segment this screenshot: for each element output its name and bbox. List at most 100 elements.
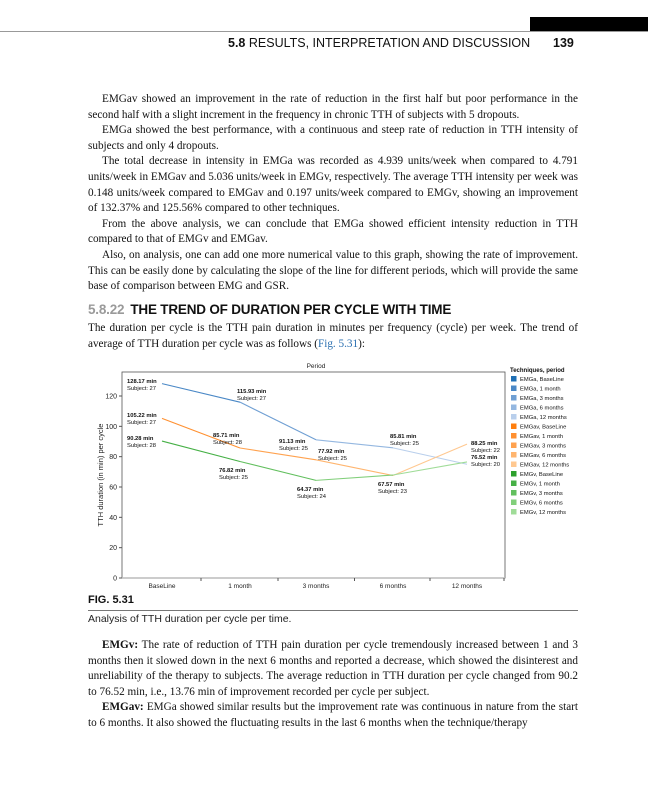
data-label-value: 85.71 min (213, 433, 240, 439)
intro-body: The duration per cycle is the TTH pain d… (88, 322, 578, 350)
legend-swatch (511, 395, 517, 401)
y-tick-label: 100 (105, 424, 117, 431)
legend-swatch (511, 414, 517, 420)
data-label-subjects: Subject: 28 (213, 440, 242, 446)
legend-swatch (511, 433, 517, 439)
y-tick-label: 20 (109, 545, 117, 552)
section-number: 5.8 (228, 36, 246, 50)
y-tick-label: 80 (109, 454, 117, 461)
legend-title: Techniques, period (510, 368, 565, 374)
legend-item: EMGv, 1 month (520, 482, 560, 488)
series-line-emgav (239, 447, 317, 461)
legend-swatch (511, 423, 517, 429)
paragraph: The total decrease in intensity in EMGa … (88, 155, 578, 215)
series-line-emgv (315, 474, 394, 481)
paragraph-body: EMGa showed similar results but the impr… (88, 701, 578, 729)
legend-swatch (511, 499, 517, 505)
paragraph-body: The rate of reduction of TTH pain durati… (88, 639, 578, 698)
intro-text: The duration per cycle is the TTH pain d… (88, 321, 578, 352)
data-label-value: 76.52 min (471, 455, 498, 461)
legend-swatch (511, 461, 517, 467)
data-label-subjects: Subject: 27 (127, 386, 156, 392)
data-label-subjects: Subject: 25 (219, 475, 248, 481)
legend-swatch (511, 509, 517, 515)
bottom-text: EMGv: The rate of reduction of TTH pain … (88, 638, 578, 732)
figure-label: FIG. 5.31 (88, 594, 134, 606)
top-text: EMGav showed an improvement in the rate … (88, 92, 578, 295)
legend-item: EMGav, 6 months (520, 453, 566, 459)
header-bar (530, 17, 648, 32)
series-line-emga (239, 401, 317, 441)
y-tick-label: 60 (109, 485, 117, 492)
legend-item: EMGa, 6 months (520, 406, 564, 412)
legend-swatch (511, 404, 517, 410)
legend-swatch (511, 385, 517, 391)
legend-item: EMGv, 6 months (520, 501, 563, 507)
series-line-emgv (161, 440, 241, 463)
legend-item: EMGv, 12 months (520, 510, 566, 516)
legend-item: EMGa, 1 month (520, 387, 561, 393)
series-line-emga (161, 383, 241, 403)
x-tick-label: BaseLine (148, 583, 175, 590)
data-label-subjects: Subject: 20 (471, 462, 500, 468)
series-line-emga (315, 439, 394, 449)
legend-swatch (511, 442, 517, 448)
running-head: 5.8 RESULTS, INTERPRETATION AND DISCUSSI… (228, 36, 530, 50)
paragraph: EMGv: The rate of reduction of TTH pain … (88, 638, 578, 700)
heading-title: THE TREND OF DURATION PER CYCLE WITH TIM… (130, 302, 452, 317)
legend-item: EMGv, BaseLine (520, 472, 563, 478)
heading-number: 5.8.22 (88, 302, 125, 317)
section-title: RESULTS, INTERPRETATION AND DISCUSSION (248, 36, 531, 50)
legend-item: EMGav, BaseLine (520, 425, 566, 431)
paragraph: From the above analysis, we can conclude… (88, 217, 578, 246)
legend-swatch (511, 471, 517, 477)
data-label-subjects: Subject: 24 (297, 494, 327, 500)
series-line-emga (392, 447, 468, 465)
y-axis-label: TTH duration (in min) per cycle (96, 424, 105, 527)
data-label-value: 90.28 min (127, 436, 154, 442)
data-label-subjects: Subject: 25 (318, 456, 347, 462)
data-label-subjects: Subject: 23 (378, 489, 407, 495)
data-label-subjects: Subject: 28 (127, 443, 156, 449)
legend-item: EMGa, 3 months (520, 396, 564, 402)
figure-link[interactable]: Fig. 5.31 (317, 337, 359, 350)
x-tick-label: 12 months (452, 583, 483, 590)
paragraph: EMGav showed an improvement in the rate … (88, 93, 578, 121)
y-tick-label: 120 (105, 394, 117, 401)
legend-item: EMGa, 12 months (520, 415, 567, 421)
data-label-subjects: Subject: 25 (279, 446, 308, 452)
y-tick-label: 40 (109, 515, 117, 522)
data-label-subjects: Subject: 25 (390, 441, 419, 447)
lead-term: EMGv: (102, 639, 139, 651)
plot-frame (121, 371, 506, 579)
legend-item: EMGav, 3 months (520, 444, 566, 450)
series-line-emgv (239, 460, 317, 481)
legend-swatch (511, 480, 517, 486)
data-label-value: 85.81 min (390, 434, 417, 440)
data-label-value: 77.92 min (318, 449, 345, 455)
legend-swatch (511, 490, 517, 496)
caption-rule (88, 610, 578, 611)
legend-swatch (511, 376, 517, 382)
data-label-value: 64.37 min (297, 487, 324, 493)
data-label-value: 91.13 min (279, 439, 306, 445)
data-label-subjects: Subject: 22 (471, 448, 500, 454)
legend-item: EMGa, BaseLine (520, 377, 564, 383)
lead-term: EMGav: (102, 701, 144, 714)
chart-title: Period (307, 363, 326, 370)
data-label-value: 88.25 min (471, 441, 498, 447)
paragraph: The duration per cycle is the TTH pain d… (88, 321, 578, 352)
legend-item: EMGav, 1 month (520, 434, 563, 440)
data-label-value: 128.17 min (127, 379, 157, 385)
series-line-emgav (161, 417, 241, 449)
paragraph: EMGav: EMGa showed similar results but t… (88, 700, 578, 731)
figure-caption: Analysis of TTH duration per cycle per t… (88, 613, 292, 625)
data-label-value: 67.57 min (378, 482, 405, 488)
data-label-value: 115.93 min (237, 389, 267, 395)
intro-end: ): (358, 337, 365, 350)
y-tick-label: 0 (113, 576, 117, 583)
data-label-subjects: Subject: 27 (127, 420, 156, 426)
data-label-value: 105.22 min (127, 413, 157, 419)
legend-item: EMGav, 12 months (520, 463, 569, 469)
data-label-value: 76.82 min (219, 468, 246, 474)
